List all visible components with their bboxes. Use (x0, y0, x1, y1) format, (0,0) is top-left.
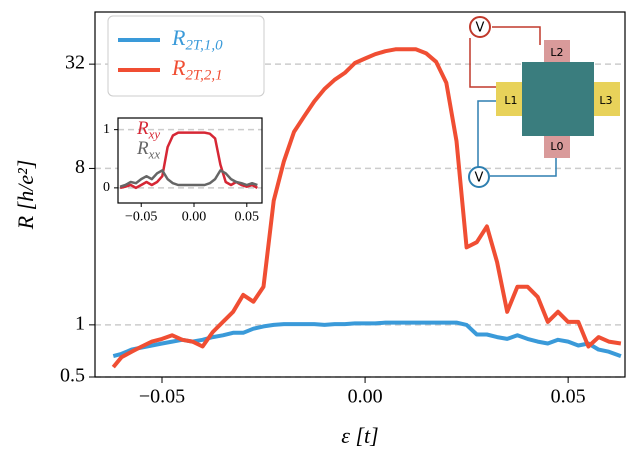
legend-label: R2T,1,0 (171, 25, 223, 54)
y-tick-label: 1 (75, 312, 85, 334)
series-line (112, 320, 622, 359)
voltmeter-label: V (476, 21, 485, 36)
x-tick-label: 0.00 (182, 210, 207, 225)
wire (492, 26, 541, 45)
axes-frame (117, 117, 263, 204)
y-tick-label: 32 (65, 52, 85, 74)
x-tick-label: 0.05 (551, 386, 586, 408)
contact (544, 134, 570, 158)
y-tick-label: 0.5 (60, 365, 85, 387)
contact (590, 82, 620, 116)
contact (544, 40, 570, 64)
y-tick-label: 1 (103, 122, 110, 137)
wire (469, 38, 496, 88)
series-line (119, 131, 259, 190)
x-tick-label: 0.00 (348, 386, 383, 408)
x-tick-label: 0.05 (235, 210, 260, 225)
contact-label: L3 (599, 94, 612, 107)
contact-label: L0 (550, 140, 563, 153)
legend-label: Rxx (136, 138, 160, 161)
series-line (119, 169, 258, 188)
main-plot: 0.5 1 8 32 −0.05 0.00 0.05 ε [t] R [h/e²] R2T,1,0… (13, 11, 626, 448)
wire (490, 150, 557, 177)
legend-box (107, 15, 265, 97)
x-tick-label: −0.05 (125, 210, 157, 225)
contact-label: L1 (504, 94, 517, 107)
voltmeter-label: V (475, 171, 484, 186)
wire (477, 100, 496, 176)
y-tick-label: 8 (75, 156, 85, 178)
contact (496, 82, 526, 116)
legend-label: Rxy (136, 118, 160, 141)
y-axis-label: R [h/e²] (13, 160, 38, 231)
axes-frame (94, 11, 626, 378)
sample (522, 62, 594, 136)
voltmeter (469, 16, 491, 38)
x-axis-label: ε [t] (341, 423, 378, 448)
x-tick-label: −0.05 (139, 386, 185, 408)
contact-label: L2 (550, 46, 563, 59)
legend-label: R2T,2,1 (171, 55, 223, 84)
y-tick-label: 0 (103, 180, 110, 195)
voltmeter (468, 166, 490, 188)
series-line (111, 47, 622, 369)
circuit-diagram: V L2 L1 L3 L0 V (468, 16, 620, 188)
